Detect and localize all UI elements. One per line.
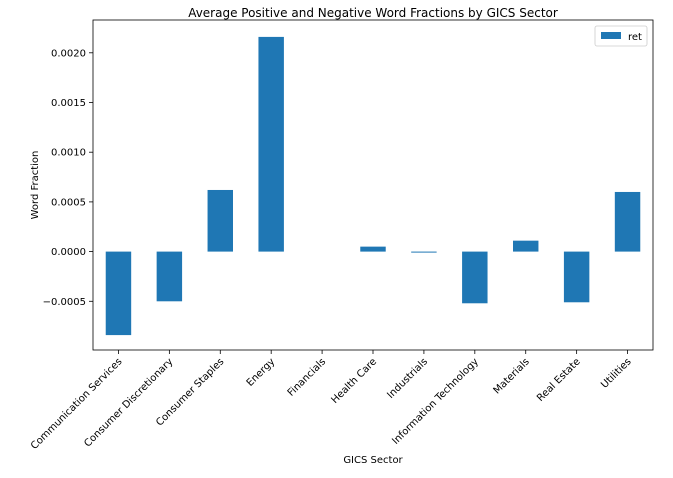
legend-label: ret	[628, 32, 642, 43]
y-axis-label: Word Fraction	[30, 151, 41, 220]
x-tick-label: Real Estate	[535, 356, 583, 404]
x-tick-label: Information Technology	[390, 356, 481, 447]
legend: ret	[594, 25, 648, 47]
x-tick-label: Health Care	[330, 356, 380, 406]
y-tick-label: −0.0005	[43, 297, 86, 308]
bar-industrials	[411, 251, 437, 253]
legend-swatch	[601, 32, 621, 39]
bar-communication-services	[105, 251, 132, 336]
bar-energy	[258, 36, 284, 252]
bar-consumer-staples	[207, 189, 233, 252]
bar-utilities	[614, 191, 641, 252]
y-tick-label: 0.0000	[51, 247, 86, 258]
x-axis-label: GICS Sector	[343, 455, 403, 466]
y-axis: −0.0005 0.0000 0.0005 0.0010 0.0015 0.0020	[43, 48, 93, 308]
x-tick-label: Financials	[286, 356, 328, 398]
y-tick-label: 0.0010	[51, 148, 86, 159]
bar-materials	[513, 240, 539, 252]
x-tick-label: Energy	[245, 356, 278, 389]
y-tick-label: 0.0020	[51, 48, 86, 59]
bar-information-technology	[462, 251, 488, 304]
bar-consumer-discretionary	[156, 251, 183, 302]
y-tick-label: 0.0005	[51, 197, 86, 208]
x-tick-label: Communication Services	[29, 356, 125, 452]
chart-title: Average Positive and Negative Word Fract…	[188, 6, 558, 20]
bars-group	[105, 36, 641, 336]
x-tick-label: Materials	[492, 356, 532, 396]
x-tick-label: Utilities	[599, 356, 633, 390]
x-tick-label: Consumer Discretionary	[82, 356, 175, 449]
bar-real-estate	[563, 251, 590, 303]
x-tick-label: Industrials	[385, 356, 430, 401]
y-tick-label: 0.0015	[51, 98, 86, 109]
bar-health-care	[360, 246, 386, 252]
